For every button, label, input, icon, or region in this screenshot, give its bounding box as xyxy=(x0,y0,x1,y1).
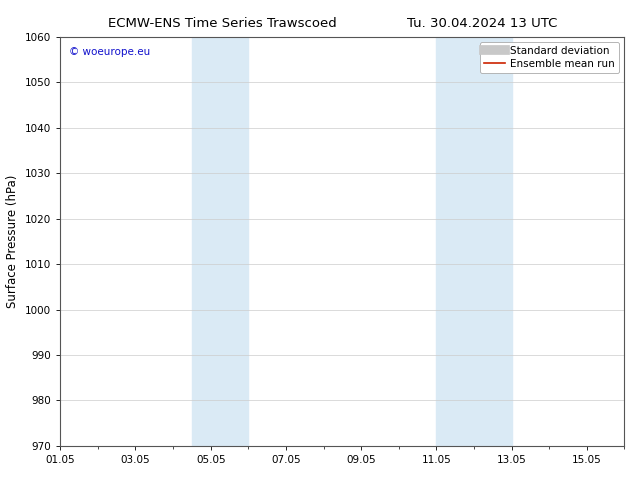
Legend: Standard deviation, Ensemble mean run: Standard deviation, Ensemble mean run xyxy=(480,42,619,74)
Y-axis label: Surface Pressure (hPa): Surface Pressure (hPa) xyxy=(6,174,20,308)
Text: ECMW-ENS Time Series Trawscoed: ECMW-ENS Time Series Trawscoed xyxy=(108,17,336,30)
Text: Tu. 30.04.2024 13 UTC: Tu. 30.04.2024 13 UTC xyxy=(406,17,557,30)
Bar xyxy=(436,37,512,446)
Bar xyxy=(192,37,249,446)
Text: © woeurope.eu: © woeurope.eu xyxy=(68,47,150,57)
